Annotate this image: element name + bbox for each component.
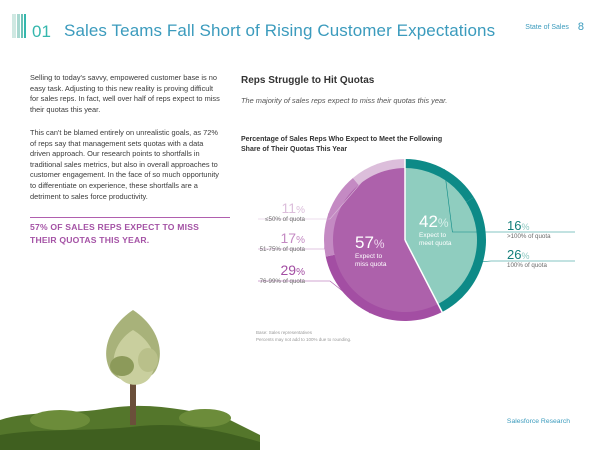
label-100-value: 26 [507, 247, 522, 262]
chart-note: Base: Sales representatives Percents may… [256, 330, 352, 342]
leader-le50 [258, 163, 378, 220]
header-stripe-3 [21, 14, 23, 38]
header-right: State of Sales 8 [525, 21, 584, 33]
miss-group-label: 57% Expect to miss quota [355, 233, 387, 268]
meet-group-total: 42 [419, 212, 438, 231]
label-gt100: 16% >100% of quota [507, 218, 551, 240]
label-le50-value: 11 [281, 200, 297, 216]
header-stripe-2 [17, 14, 20, 38]
intro-paragraph: Selling to today's savvy, empowered cust… [30, 73, 220, 114]
leader-gt100 [444, 169, 575, 233]
body-paragraph: This can't be blamed entirely on unreali… [30, 128, 219, 201]
section-label: State of Sales [525, 23, 569, 31]
label-100: 26% 100% of quota [507, 247, 547, 269]
callout-divider [30, 217, 230, 218]
leader-100 [483, 260, 575, 262]
header-stripe-4 [24, 14, 26, 38]
page-title: Sales Teams Fall Short of Rising Custome… [64, 21, 496, 40]
bush-2 [179, 409, 231, 427]
slice-meet-quota [405, 168, 478, 304]
bush-1 [30, 410, 90, 430]
label-51-75-desc: 51-75% of quota [259, 246, 305, 253]
label-le50-desc: ≤50% of quota [265, 216, 305, 223]
section-subheading: The majority of sales reps expect to mis… [241, 96, 448, 105]
tree-illustration [0, 310, 260, 450]
label-76-99-desc: 76-99% of quota [259, 278, 305, 285]
tree-canopy-3 [110, 356, 134, 376]
label-76-99: 29% 76-99% of quota [259, 262, 305, 285]
tree-trunk [130, 355, 136, 425]
hill-front [0, 424, 260, 450]
leader-51-75 [258, 213, 329, 250]
header-stripe-1 [12, 14, 16, 38]
label-51-75: 17% 51-75% of quota [259, 230, 305, 253]
footer-source: Salesforce Research [506, 418, 570, 425]
label-76-99-value: 29 [280, 262, 297, 278]
callout-text: 57% OF SALES REPS EXPECT TO MISS THEIR Q… [30, 222, 200, 245]
slice-miss-quota [333, 168, 438, 312]
meet-group-label: 42% Expect to meet quota [419, 212, 452, 247]
label-gt100-desc: >100% of quota [507, 233, 551, 240]
label-gt100-value: 16 [507, 218, 522, 233]
section-number: 01 [32, 22, 51, 41]
page-number: 8 [577, 21, 584, 33]
leader-76-99 [258, 280, 371, 314]
miss-group-total: 57 [355, 233, 374, 252]
slice-separator-1 [404, 239, 444, 314]
tree-canopy-4 [138, 348, 158, 372]
section-heading: Reps Struggle to Hit Quotas [241, 75, 375, 86]
label-51-75-value: 17 [280, 230, 297, 246]
chart-title: Percentage of Sales Reps Who Expect to M… [241, 136, 443, 153]
label-le50: 11% ≤50% of quota [265, 200, 305, 223]
label-100-desc: 100% of quota [507, 262, 547, 269]
